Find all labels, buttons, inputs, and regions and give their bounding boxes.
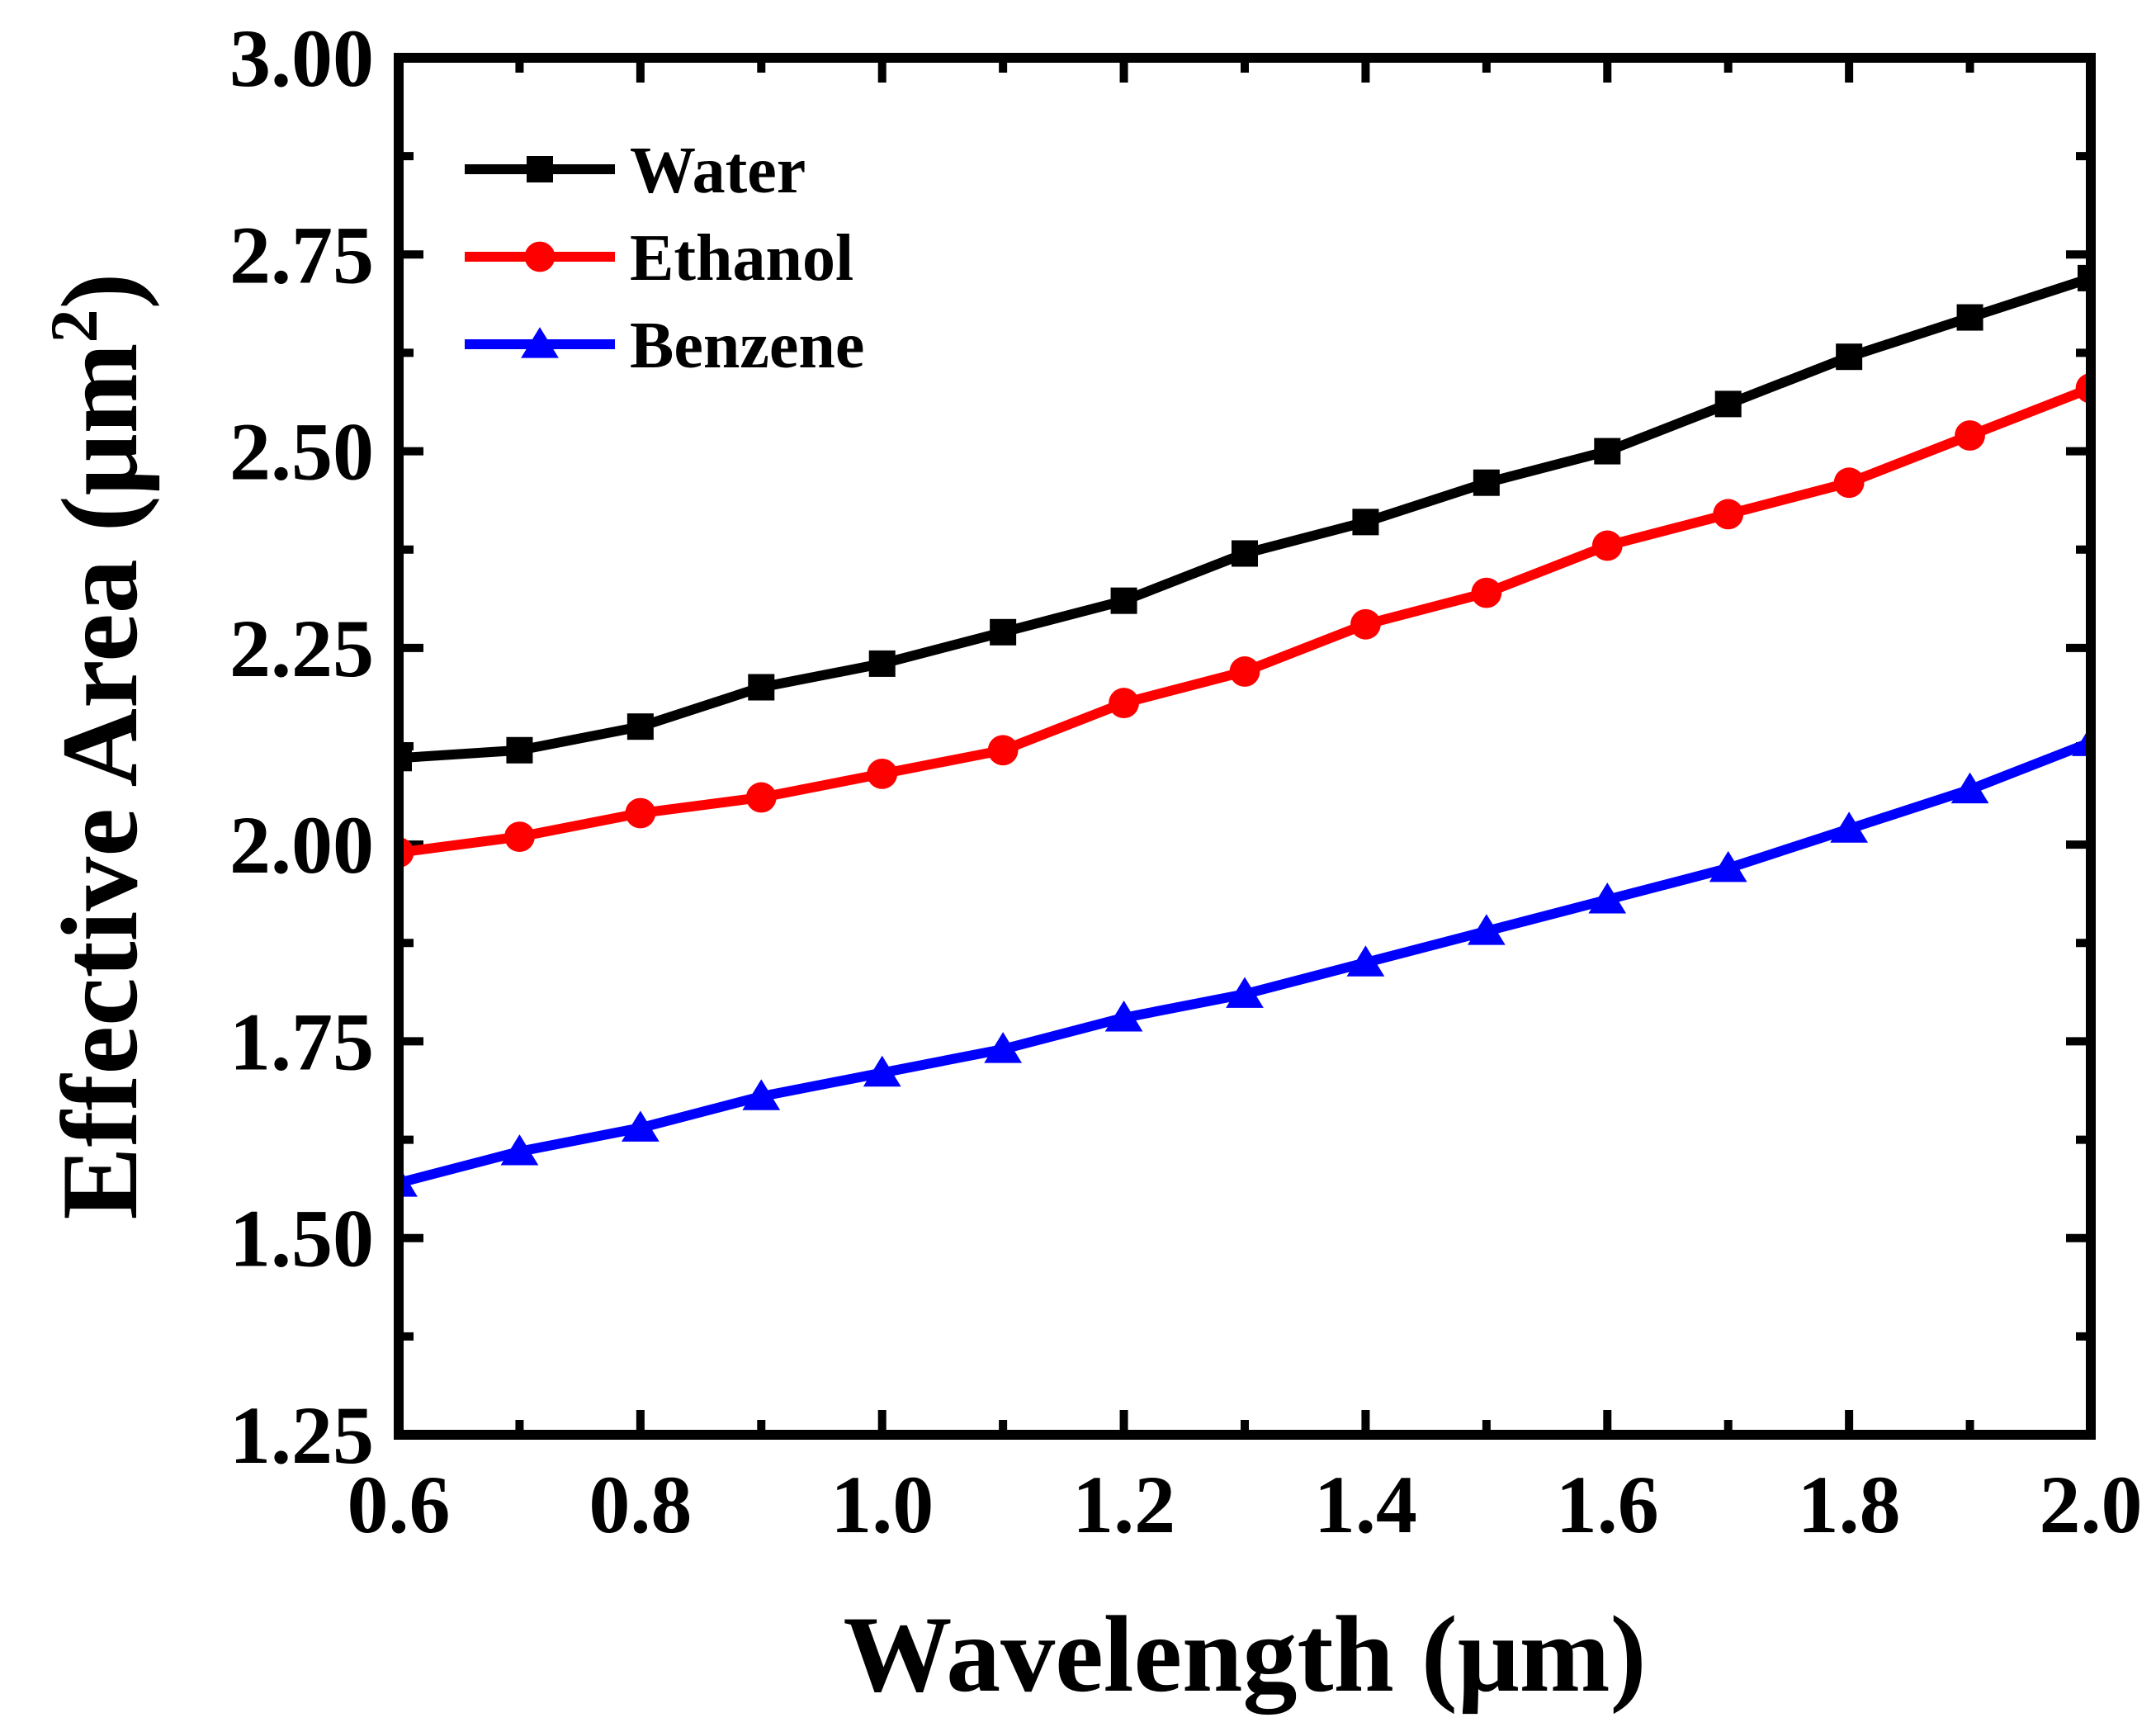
legend-item-ethanol: Ethanol [465,222,853,295]
data-point [524,241,556,272]
y-tick-label: 2.75 [229,209,374,300]
data-point [748,674,775,701]
data-point [867,758,898,789]
legend-item-water: Water [465,135,806,207]
y-tick-label: 1.75 [229,996,374,1087]
data-series [399,264,2091,1197]
plot-frame [394,53,2096,1440]
data-point [1232,540,1258,567]
y-tick-label: 2.25 [229,603,374,694]
data-point [1471,577,1502,608]
data-point [1713,499,1744,530]
data-point [527,156,553,182]
data-point [625,797,656,829]
x-tick-label: 0.6 [348,1459,451,1550]
x-tick-label: 1.4 [1314,1459,1417,1550]
data-point [863,1055,901,1087]
data-point [1467,914,1506,945]
legend-label: Benzene [630,310,864,382]
y-axis-title-superscript: 2 [36,310,111,343]
data-point [868,650,896,677]
data-point [1110,587,1137,614]
data-point [521,327,559,358]
data-point [984,1032,1023,1063]
y-tick-label: 3.00 [229,12,374,104]
data-point [1955,420,1985,451]
data-point [1109,688,1139,718]
x-tick-labels: 0.6 0.8 1.0 1.2 1.4 1.6 1.8 2.0 [348,1459,2143,1550]
data-point [504,821,535,853]
data-point [1956,304,1983,331]
y-axis-title: Effective Area (μm2) [36,273,160,1220]
series-benzene [399,725,2091,1197]
legend-label: Water [630,135,806,207]
y-tick-label: 1.25 [229,1389,374,1481]
data-point [1352,509,1379,536]
data-point [500,1134,539,1166]
x-axis-title: Wavelength (μm) [843,1593,1646,1715]
x-tick-label: 1.8 [1798,1459,1901,1550]
data-point [626,713,654,740]
y-tick-label: 2.00 [229,799,374,891]
series-ethanol [399,372,2091,868]
data-point [1588,882,1627,914]
x-tick-label: 1.0 [830,1459,934,1550]
data-point [990,618,1017,646]
data-point [1226,977,1264,1008]
legend-item-benzene: Benzene [465,310,864,382]
data-point [1229,656,1260,687]
data-point [1350,608,1381,640]
data-point [1714,390,1742,418]
data-point [1950,772,1989,804]
data-point [1709,850,1747,882]
data-point [1833,467,1865,499]
y-tick-labels: 1.25 1.50 1.75 2.00 2.25 2.50 2.75 3.00 [229,12,374,1481]
data-point [1104,1001,1143,1032]
data-point [742,1079,781,1110]
data-point [1346,945,1385,977]
y-tick-label: 2.50 [229,406,374,498]
series-line [399,383,2091,858]
x-tick-label: 1.2 [1072,1459,1175,1550]
x-tick-label: 0.8 [589,1459,692,1550]
x-tick-label: 2.0 [2040,1459,2143,1550]
legend: Water Ethanol Benzene [465,135,864,382]
data-point [506,736,533,764]
y-axis-title-main: Effective Area (μm [39,343,160,1220]
data-point [621,1110,660,1142]
legend-label: Ethanol [630,222,853,295]
data-point [745,782,777,813]
data-point [987,735,1019,766]
data-point [1591,530,1623,561]
data-point [1594,438,1621,465]
data-point [1473,469,1500,496]
data-point [1836,343,1863,371]
y-axis-title-close: ) [39,273,160,310]
data-point [1830,811,1869,843]
x-tick-label: 1.6 [1556,1459,1659,1550]
y-tick-label: 1.50 [229,1193,374,1285]
